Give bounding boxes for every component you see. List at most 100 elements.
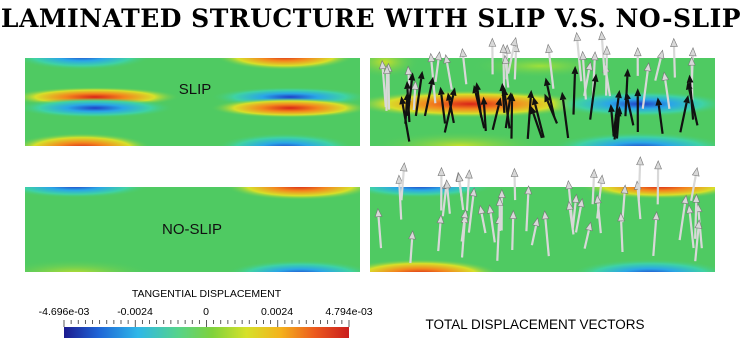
- gray-vector-arrow-head: [688, 47, 697, 57]
- black-vector-arrow-shaft: [546, 85, 556, 118]
- gray-vector-arrow-shaft: [507, 45, 516, 74]
- black-vector-arrow-shaft: [414, 78, 423, 117]
- gray-vector-arrow-shaft: [377, 216, 383, 249]
- slip-label: SLIP: [179, 81, 212, 98]
- gray-vector-arrow: [509, 209, 517, 251]
- gray-vector-arrow-shaft: [513, 176, 517, 201]
- black-vector-arrow-shaft: [613, 115, 620, 140]
- gray-vector-arrow: [378, 59, 387, 108]
- gray-vector-arrow: [408, 230, 416, 264]
- gray-vector-arrow-head: [692, 193, 701, 203]
- gray-vector-arrow: [598, 30, 606, 76]
- black-vector-arrow: [526, 89, 535, 139]
- gray-vector-arrow-head: [598, 30, 606, 41]
- gray-vector-arrow: [467, 187, 478, 233]
- black-vector-arrow: [543, 77, 556, 118]
- gray-vector-arrow-shaft: [568, 209, 575, 235]
- black-vector-arrow-head: [399, 96, 407, 105]
- gray-vector-arrow-head: [585, 61, 593, 71]
- black-vector-arrow-head: [559, 91, 567, 101]
- black-vector-arrow: [472, 84, 486, 129]
- black-vector-arrow: [423, 76, 435, 117]
- colorbar-tick-zero: 0: [203, 306, 209, 318]
- gray-vector-arrow: [395, 174, 404, 220]
- black-vector-arrow-shaft: [572, 73, 577, 115]
- black-vector-arrow: [414, 70, 425, 117]
- gray-vector-arrow: [383, 64, 391, 111]
- gray-vector-arrow-shaft: [398, 183, 403, 220]
- black-vector-arrow: [589, 73, 599, 120]
- gray-vector-arrow: [530, 217, 540, 246]
- gray-vector-arrow: [583, 221, 593, 249]
- gray-vector-arrow-head: [541, 210, 550, 220]
- gray-vector-arrow-head: [459, 47, 468, 58]
- black-vector-arrow: [404, 80, 411, 123]
- vectors-label: TOTAL DISPLACEMENT VECTORS: [425, 317, 645, 332]
- black-vector-arrow-head: [634, 88, 642, 97]
- gray-vector-arrow-head: [685, 204, 694, 214]
- black-vector-arrow-head: [608, 103, 615, 113]
- gray-vector-arrow-shaft: [458, 181, 465, 211]
- gray-vector-arrow-shaft: [641, 70, 649, 109]
- gray-vector-arrow-head: [488, 37, 497, 47]
- black-vector-arrow-shaft: [501, 90, 506, 113]
- black-vector-arrow: [613, 108, 622, 140]
- gray-vector-arrow: [652, 210, 660, 257]
- gray-vector-arrow-head: [687, 56, 696, 66]
- gray-vector-arrow-head: [460, 209, 469, 219]
- gray-vector-arrow-shaft: [489, 212, 496, 243]
- gray-vector-arrow-shaft: [381, 68, 387, 108]
- black-vector-arrow-shaft: [474, 92, 486, 129]
- figure-title: LAMINATED STRUCTURE WITH SLIP V.S. NO-SL…: [0, 4, 742, 33]
- gray-vector-arrow-shaft: [582, 59, 587, 100]
- gray-vector-arrow-head: [681, 194, 689, 205]
- black-vector-arrow-head: [495, 97, 503, 107]
- black-vector-arrow-shaft: [491, 104, 500, 131]
- black-vector-arrow-head: [438, 86, 445, 96]
- black-vector-arrow-shaft: [404, 100, 409, 124]
- gray-vector-arrow: [685, 204, 695, 249]
- black-vector-arrow-head: [544, 93, 551, 103]
- black-vector-arrow-head: [615, 89, 622, 99]
- gray-vector-arrow: [678, 194, 689, 241]
- gray-vector-arrow-head: [573, 31, 582, 42]
- black-vector-arrow-shaft: [406, 88, 411, 123]
- gray-vector-arrow-head: [636, 156, 644, 166]
- gray-vector-arrow-shaft: [504, 63, 510, 88]
- black-vector-arrow-shaft: [448, 100, 455, 124]
- gray-vector-arrow: [694, 219, 703, 262]
- gray-vector-arrow-head: [495, 196, 504, 206]
- black-vector-arrow: [612, 89, 622, 136]
- colorbar-min-label: -4.696e-03: [38, 306, 90, 318]
- gray-vector-arrow: [499, 43, 508, 90]
- gray-vector-arrow-shaft: [445, 62, 453, 90]
- gray-vector-arrow: [545, 43, 555, 89]
- gray-vector-arrow-shaft: [596, 202, 602, 234]
- gray-vector-arrow: [690, 166, 700, 201]
- gray-vector-arrow: [654, 49, 665, 81]
- gray-vector-arrow-head: [565, 180, 573, 190]
- gray-vector-arrow-shaft: [678, 203, 687, 241]
- gray-vector-arrow-shaft: [583, 229, 590, 249]
- gray-vector-arrow-head: [670, 37, 678, 47]
- gray-vector-arrow-head: [571, 193, 580, 203]
- gray-vector-arrow-shaft: [480, 213, 487, 234]
- gray-vector-arrow-shaft: [400, 170, 405, 201]
- gray-vector-arrow: [687, 56, 696, 101]
- gray-vector-arrow: [501, 54, 510, 88]
- gray-vector-arrow: [524, 185, 533, 232]
- gray-vector-arrow: [486, 204, 496, 243]
- gray-vector-arrow: [399, 162, 408, 201]
- gray-vector-arrow-head: [602, 45, 611, 55]
- colorbar-tick-pos: 0.0024: [260, 306, 294, 318]
- gray-vector-arrow-shaft: [462, 56, 468, 85]
- gray-vector-arrow-head: [477, 204, 486, 215]
- gray-vector-arrow-shaft: [544, 218, 550, 257]
- slip-contour-panel: [25, 58, 360, 146]
- black-vector-arrow-head: [428, 76, 435, 86]
- gray-vector-arrow-head: [434, 51, 443, 61]
- gray-vector-arrow: [465, 169, 473, 211]
- gray-vector-arrow-head: [501, 54, 510, 65]
- gray-vector-arrow-head: [590, 168, 598, 178]
